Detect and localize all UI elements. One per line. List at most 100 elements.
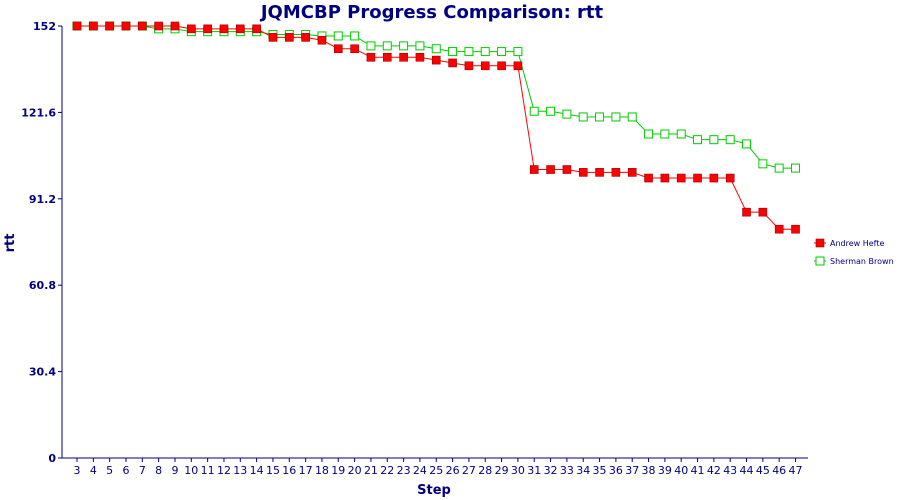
x-tick-label: 33 [560, 464, 574, 477]
data-point [431, 55, 441, 65]
x-tick-label: 5 [106, 464, 113, 477]
data-point [431, 44, 441, 54]
data-point [219, 24, 229, 34]
x-tick-label: 34 [576, 464, 590, 477]
data-point [415, 52, 425, 62]
data-point [627, 168, 637, 177]
series-sherman-brown [72, 21, 801, 173]
x-tick-label: 13 [233, 464, 247, 477]
data-point [513, 61, 523, 71]
chart-title: JQMCBP Progress Comparison: rtt [259, 2, 604, 23]
x-tick-label: 3 [74, 464, 81, 477]
data-point [333, 31, 343, 41]
data-point [513, 47, 523, 57]
y-tick-label: 0 [48, 452, 56, 465]
data-point [497, 61, 506, 71]
x-tick-label: 12 [217, 464, 231, 477]
data-point [284, 33, 294, 42]
x-tick-label: 31 [527, 464, 541, 477]
x-tick-label: 42 [707, 464, 721, 477]
x-tick-label: 25 [429, 464, 443, 477]
x-ticks: 3 4 5 6 7 8 9 10 11 12 13 14 15 16 17 18 19 20 21 22 23 24 25 2… [74, 458, 803, 477]
data-point [595, 168, 604, 177]
data-point [660, 173, 670, 183]
data-point [480, 47, 490, 57]
x-tick-label: 24 [413, 464, 427, 477]
data-point [203, 24, 212, 34]
data-point [676, 173, 686, 183]
data-point [448, 47, 458, 57]
data-point [546, 165, 555, 174]
data-point [399, 41, 409, 51]
data-point [644, 129, 654, 139]
data-point [562, 165, 572, 174]
data-point [611, 112, 621, 122]
x-tick-label: 43 [723, 464, 737, 477]
x-tick-label: 6 [122, 464, 129, 477]
data-point [791, 224, 800, 234]
x-tick-label: 14 [250, 464, 264, 477]
data-point [725, 173, 735, 183]
data-point [578, 112, 588, 122]
x-axis-label: Step [417, 483, 451, 498]
x-tick-label: 16 [282, 464, 296, 477]
data-point [774, 163, 784, 173]
data-point [709, 135, 719, 145]
data-point [595, 112, 605, 122]
x-tick-label: 36 [609, 464, 623, 477]
x-tick-label: 8 [155, 464, 162, 477]
data-point [170, 21, 180, 31]
x-tick-label: 37 [625, 464, 639, 477]
x-tick-label: 21 [364, 464, 378, 477]
data-point [268, 33, 278, 42]
data-point [774, 224, 784, 234]
data-point [317, 35, 327, 45]
x-tick-label: 4 [90, 464, 97, 477]
x-tick-label: 19 [331, 464, 345, 477]
x-tick-label: 7 [139, 464, 146, 477]
y-tick-label: 30.4 [29, 366, 56, 379]
data-point [464, 47, 474, 57]
x-tick-label: 44 [740, 464, 754, 477]
data-point [415, 41, 425, 51]
data-point [464, 61, 474, 71]
data-point [187, 24, 196, 34]
x-tick-label: 45 [756, 464, 770, 477]
data-point [89, 21, 98, 31]
data-point [301, 33, 310, 42]
x-tick-label: 20 [348, 464, 362, 477]
data-point [448, 58, 457, 68]
data-point [154, 21, 163, 31]
x-tick-label: 41 [691, 464, 705, 477]
data-point [578, 168, 588, 177]
x-tick-label: 9 [171, 464, 178, 477]
x-tick-label: 46 [772, 464, 786, 477]
data-point [366, 52, 376, 62]
y-tick-label: 91.2 [29, 193, 56, 206]
y-tick-label: 152 [33, 20, 56, 33]
data-point [758, 159, 768, 169]
x-tick-label: 27 [462, 464, 476, 477]
x-tick-label: 29 [495, 464, 509, 477]
data-point [105, 21, 114, 31]
data-point [644, 173, 653, 183]
data-point [480, 61, 490, 71]
x-tick-label: 23 [397, 464, 411, 477]
legend-label: Sherman Brown [830, 257, 894, 266]
data-point [138, 21, 147, 31]
data-point [546, 106, 556, 116]
data-point [758, 207, 768, 217]
x-tick-label: 28 [478, 464, 492, 477]
data-point [236, 24, 245, 34]
data-point [529, 165, 539, 174]
data-point [382, 41, 392, 51]
data-point [611, 168, 621, 177]
legend-item: Sherman Brown [814, 256, 894, 266]
y-ticks: 0 30.4 60.8 91.2 121.6 152 [21, 20, 62, 465]
legend-label: Andrew Hefte [830, 239, 884, 248]
axes [61, 26, 808, 459]
legend-marker [815, 238, 825, 248]
data-point [399, 52, 408, 62]
